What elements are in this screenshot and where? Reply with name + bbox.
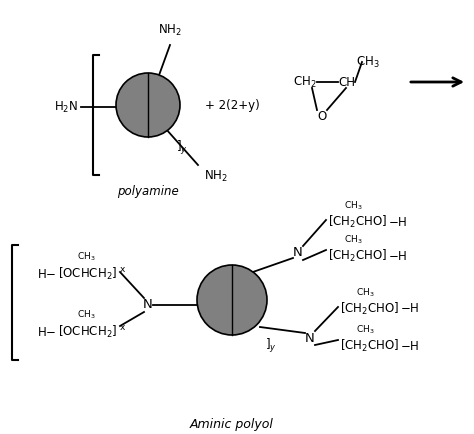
Text: polyamine: polyamine — [117, 185, 179, 198]
Text: [CH$_2$CHO]: [CH$_2$CHO] — [340, 301, 399, 317]
Text: [CH$_2$CHO]: [CH$_2$CHO] — [340, 338, 399, 354]
Text: O: O — [318, 109, 327, 122]
Text: CH: CH — [338, 76, 355, 89]
Text: $-$H: $-$H — [388, 216, 408, 228]
Text: $-$H: $-$H — [400, 339, 419, 352]
Text: CH$_3$: CH$_3$ — [77, 309, 95, 321]
Text: [CH$_2$CHO]: [CH$_2$CHO] — [328, 248, 387, 264]
Text: CH$_2$: CH$_2$ — [293, 75, 317, 89]
Text: [OCHCH$_2$]: [OCHCH$_2$] — [58, 324, 117, 340]
Text: + 2(2+y): + 2(2+y) — [205, 99, 260, 112]
Text: NH$_2$: NH$_2$ — [204, 169, 228, 184]
Text: H$-$: H$-$ — [36, 326, 56, 339]
Text: [CH$_2$CHO]: [CH$_2$CHO] — [328, 214, 387, 230]
Text: ]$_y$: ]$_y$ — [265, 337, 277, 355]
Text: CH$_3$: CH$_3$ — [344, 200, 362, 212]
Text: $-$H: $-$H — [400, 302, 419, 316]
Text: $-$H: $-$H — [388, 250, 408, 263]
Text: Aminic polyol: Aminic polyol — [190, 418, 274, 431]
Text: ]$_y$: ]$_y$ — [176, 139, 188, 157]
Circle shape — [197, 265, 267, 335]
Circle shape — [116, 73, 180, 137]
Text: N: N — [305, 332, 315, 345]
Text: H$-$: H$-$ — [36, 267, 56, 280]
Text: CH$_3$: CH$_3$ — [77, 251, 95, 263]
Text: CH$_3$: CH$_3$ — [356, 324, 374, 336]
Text: x: x — [120, 323, 126, 332]
Text: N: N — [293, 247, 303, 260]
Text: N: N — [143, 299, 153, 312]
Text: x: x — [120, 265, 126, 274]
Text: NH$_2$: NH$_2$ — [158, 23, 182, 38]
Text: H$_2$N: H$_2$N — [54, 99, 78, 115]
Text: [OCHCH$_2$]: [OCHCH$_2$] — [58, 266, 117, 282]
Text: CH$_3$: CH$_3$ — [356, 55, 380, 70]
Text: CH$_3$: CH$_3$ — [356, 287, 374, 299]
Text: CH$_3$: CH$_3$ — [344, 234, 362, 246]
